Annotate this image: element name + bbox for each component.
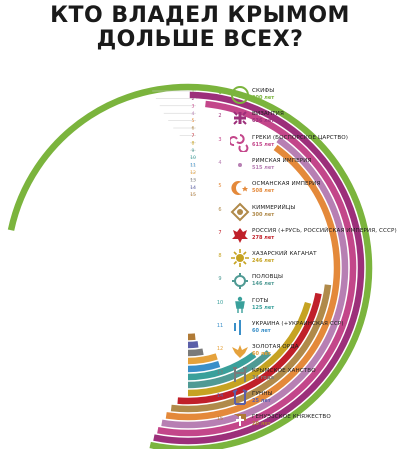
arc-label-14: 14 [190,185,196,191]
arc-label-9: 9 [192,148,195,154]
arc-label-10: 10 [190,155,196,161]
arc-label-5: 5 [192,118,195,124]
arc-label-11: 11 [190,163,196,169]
arc-13 [187,348,204,357]
arc-5 [165,144,341,421]
arc-7 [177,292,322,405]
arc-14 [187,341,199,349]
arc-label-7: 7 [192,133,195,139]
arc-label-1: 1 [192,89,195,95]
arc-11 [187,360,221,373]
arc-6 [170,284,332,413]
page-title: КТО ВЛАДЕЛ КРЫМОМ ДОЛЬШЕ ВСЕХ? [0,4,400,52]
arc-label-8: 8 [192,140,195,146]
arc-label-15: 15 [190,192,196,198]
arc-label-13: 13 [190,177,196,183]
arc-1 [7,83,373,449]
arc-2 [153,91,365,445]
arc-10 [187,351,257,381]
title-line-1: КТО ВЛАДЕЛ КРЫМОМ [50,3,350,28]
arc-8 [187,301,312,397]
arc-label-6: 6 [192,126,195,132]
arc-label-2: 2 [192,96,195,102]
title-line-2: ДОЛЬШЕ ВСЕХ? [96,27,304,52]
arc-label-3: 3 [192,103,195,109]
arc-label-4: 4 [192,111,195,117]
arc-12 [187,353,218,365]
arc-9 [187,350,272,389]
arc-4 [161,136,349,429]
arc-label-12: 12 [190,170,196,176]
